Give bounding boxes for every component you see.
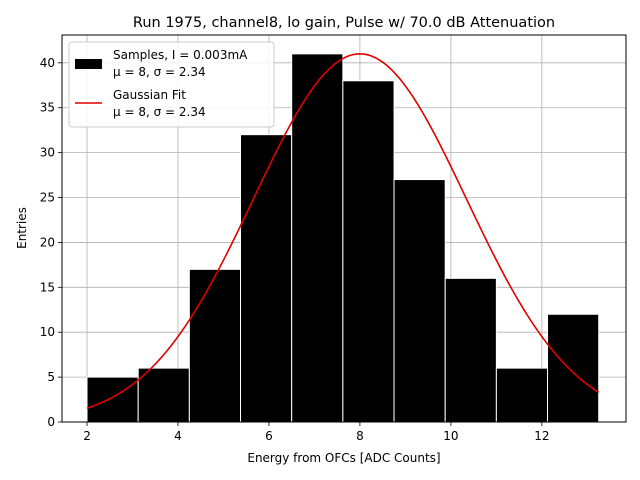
histogram-bars xyxy=(86,53,600,423)
histogram-bar xyxy=(137,367,190,423)
x-axis-ticks: 2 4 6 8 10 12 xyxy=(83,422,549,443)
histogram-bar xyxy=(188,268,242,423)
x-tick-label: 10 xyxy=(443,429,458,443)
legend-box xyxy=(68,41,275,128)
x-tick-label: 12 xyxy=(534,429,549,443)
y-tick-label: 0 xyxy=(47,415,55,429)
legend-samples-swatch xyxy=(75,59,102,69)
y-tick-label: 35 xyxy=(40,101,55,115)
x-axis-label: Energy from OFCs [ADC Counts] xyxy=(247,451,440,465)
y-tick-label: 25 xyxy=(40,191,55,205)
y-tick-label: 15 xyxy=(40,280,55,294)
histogram-bar xyxy=(547,313,600,423)
histogram-bar xyxy=(393,179,446,423)
histogram-bar xyxy=(444,277,497,423)
y-tick-label: 30 xyxy=(40,146,55,160)
x-tick-label: 8 xyxy=(356,429,364,443)
gaussian-fit-curve xyxy=(86,53,600,410)
legend-samples-stats: μ = 8, σ = 2.34 xyxy=(113,65,206,79)
y-tick-label: 40 xyxy=(40,56,55,70)
x-tick-label: 2 xyxy=(83,429,91,443)
histogram-bar xyxy=(342,80,395,423)
y-tick-label: 10 xyxy=(40,325,55,339)
histogram-bar xyxy=(495,367,549,423)
y-tick-label: 20 xyxy=(40,235,55,249)
chart-title: Run 1975, channel8, lo gain, Pulse w/ 70… xyxy=(133,15,555,31)
histogram-bar xyxy=(240,134,293,423)
x-tick-label: 4 xyxy=(174,429,182,443)
y-tick-label: 5 xyxy=(47,370,55,384)
y-axis-ticks: 0 5 10 15 20 25 30 35 40 xyxy=(40,56,62,429)
legend-samples-label: Samples, I = 0.003mA xyxy=(113,48,248,62)
plot-frame xyxy=(61,34,627,423)
histogram-bar xyxy=(86,376,139,423)
legend: Samples, I = 0.003mA μ = 8, σ = 2.34 Gau… xyxy=(68,41,275,128)
legend-fit-label: Gaussian Fit xyxy=(113,88,186,102)
y-axis-label: Entries xyxy=(15,207,29,249)
x-tick-label: 6 xyxy=(265,429,273,443)
legend-fit-stats: μ = 8, σ = 2.34 xyxy=(113,105,206,119)
